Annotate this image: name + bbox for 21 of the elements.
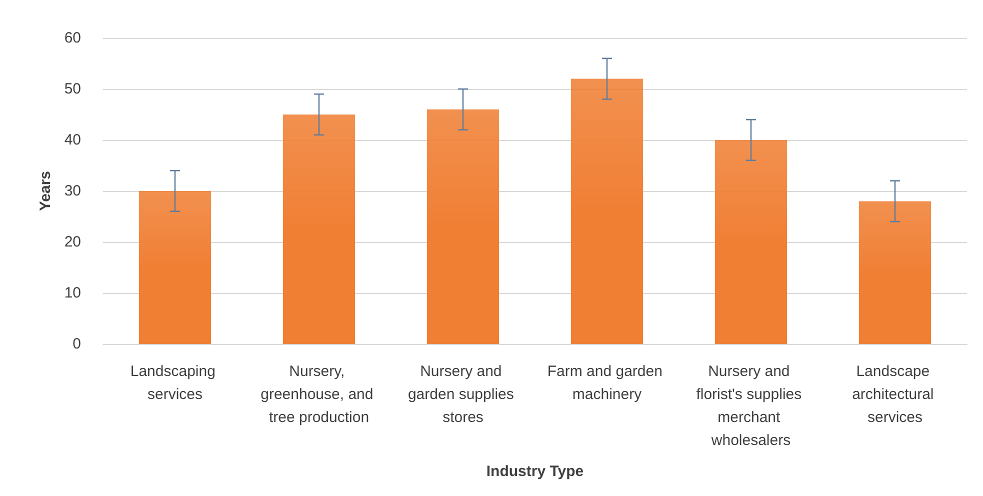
y-tick-label: 50 xyxy=(64,80,81,98)
x-tick-label: Landscaping services xyxy=(130,363,220,403)
bar xyxy=(139,191,211,344)
y-tick-label: 20 xyxy=(64,234,81,250)
y-tick-label: 60 xyxy=(64,30,81,46)
y-axis-title: Years xyxy=(37,170,54,212)
y-tick-label: 10 xyxy=(64,284,81,302)
y-tick-label: 0 xyxy=(72,336,81,352)
y-tick-label: 40 xyxy=(64,132,81,148)
x-axis-title: Industry Type xyxy=(486,463,584,480)
y-tick-label: 30 xyxy=(64,182,81,200)
bar xyxy=(427,109,499,344)
x-tick-label: Nursery, greenhouse, and tree production xyxy=(260,363,378,426)
x-tick-label: Nursery and florist's supplies merchant wholesalers xyxy=(696,363,806,449)
x-tick-label: Nursery and garden supplies stores xyxy=(408,363,518,426)
bar xyxy=(859,201,931,344)
bar xyxy=(571,78,643,344)
x-tick-label: Farm and garden machinery xyxy=(547,363,667,403)
bar xyxy=(283,114,355,344)
bar xyxy=(715,140,787,344)
x-tick-label: Landscape architectural services xyxy=(852,363,938,426)
